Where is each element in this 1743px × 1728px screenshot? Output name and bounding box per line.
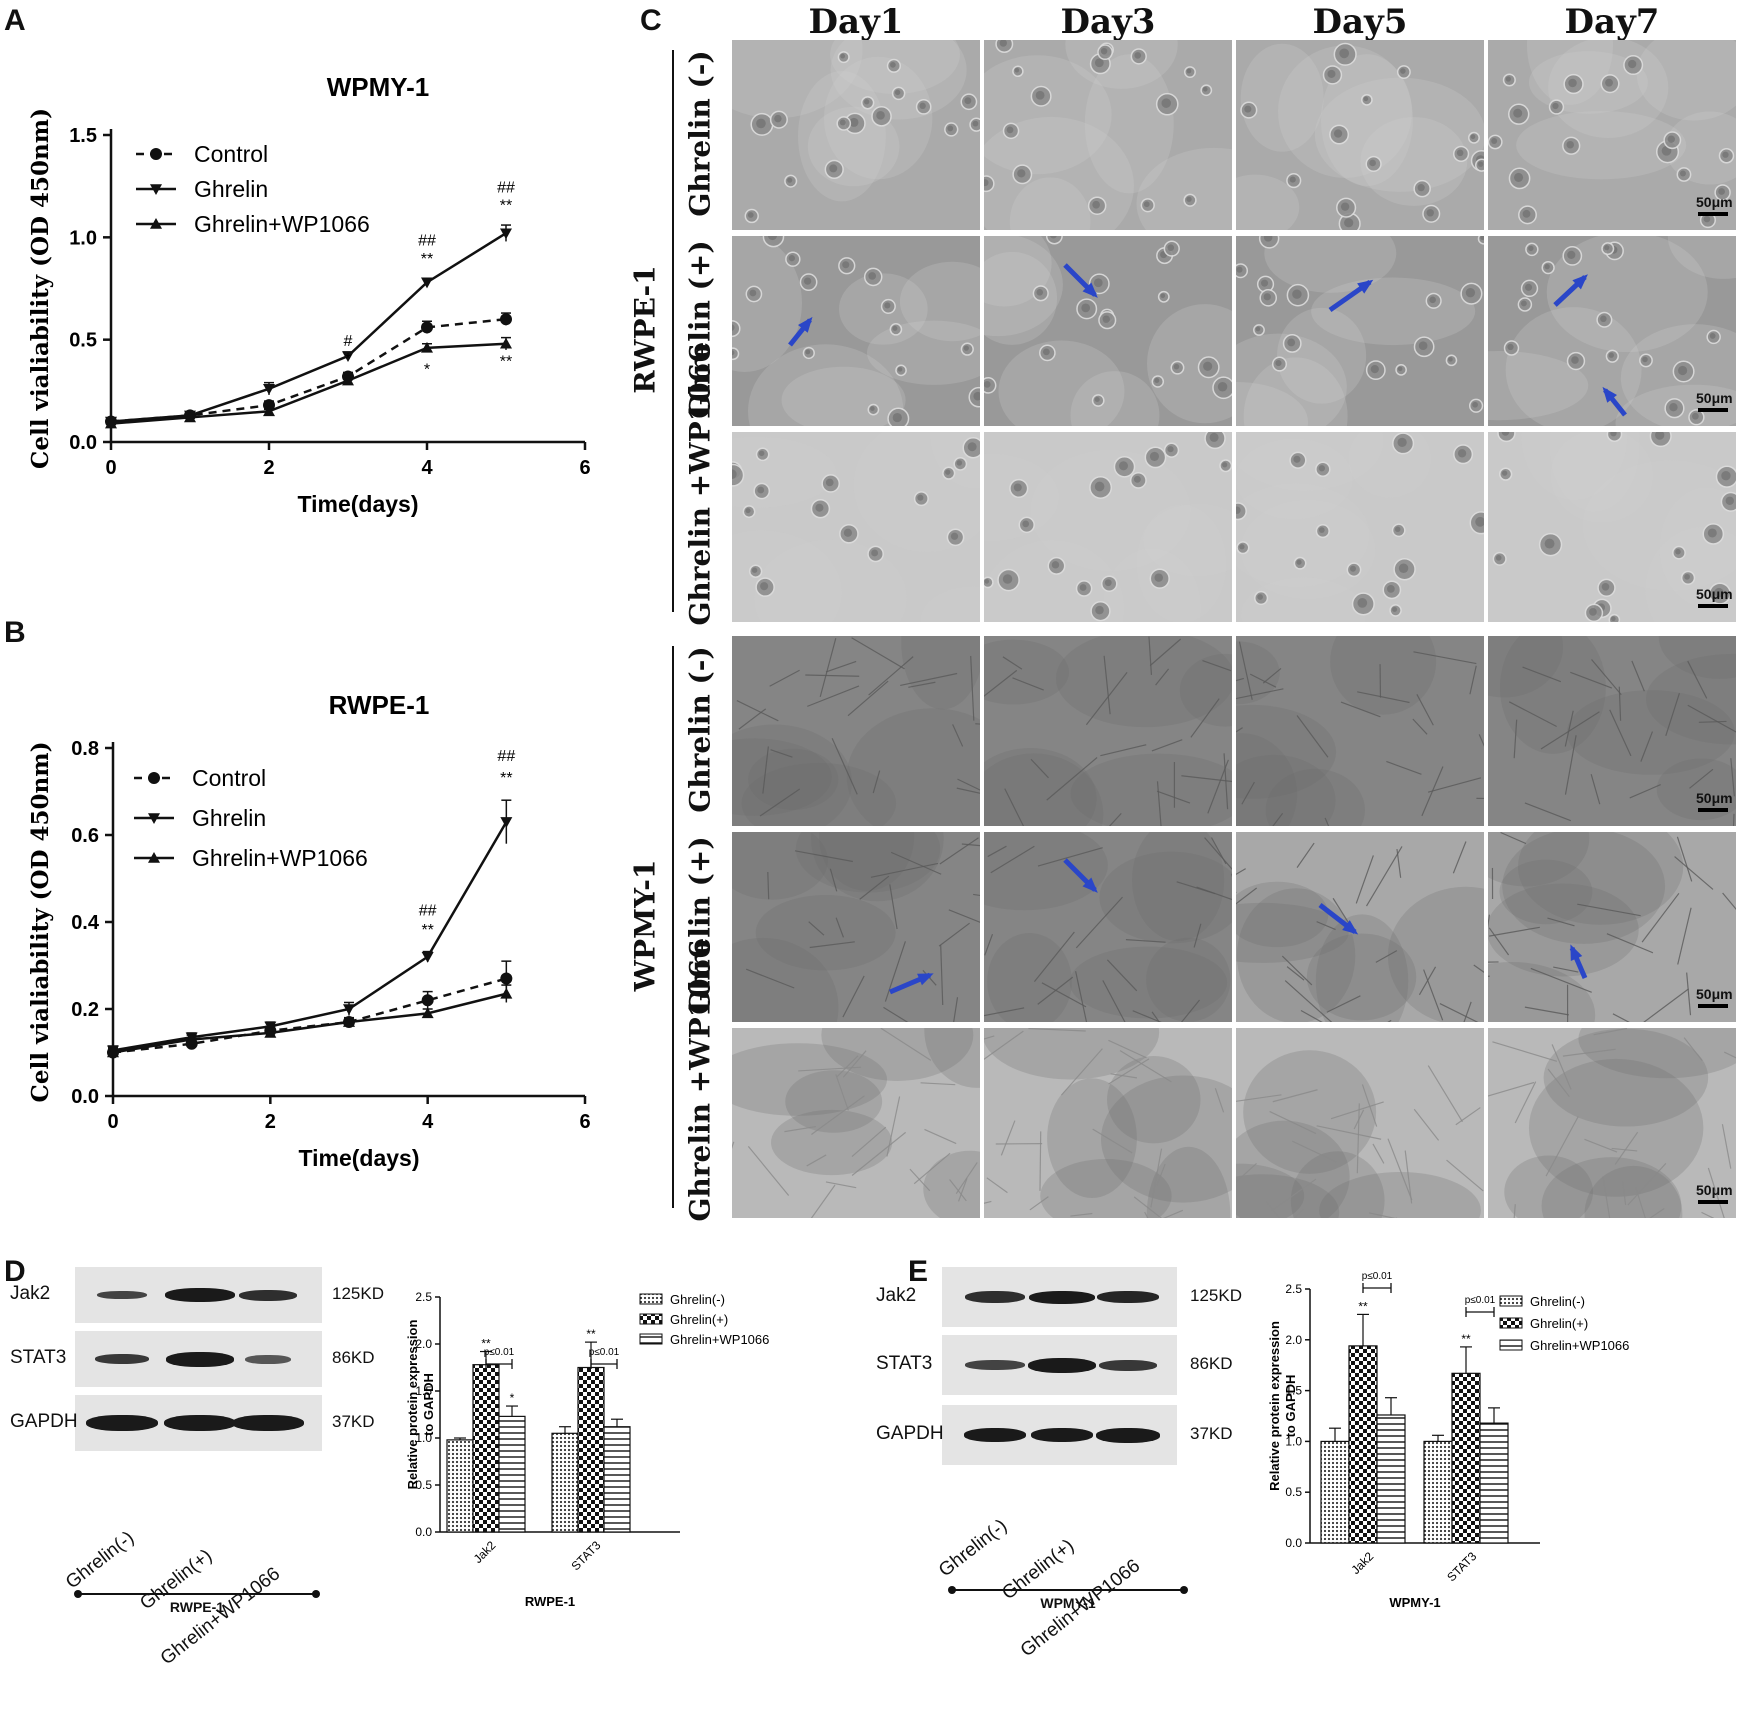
micrograph	[732, 1028, 980, 1218]
legend-swatch	[640, 1314, 662, 1324]
cell-line-label: WPMY-1	[1008, 1595, 1128, 1611]
legend-swatch	[640, 1334, 662, 1344]
y-axis-label-2: to GAPDH	[421, 1373, 436, 1436]
legend-swatch	[1500, 1318, 1522, 1328]
y-tick-label: 0.5	[1285, 1485, 1302, 1499]
bracket-end	[1180, 1586, 1188, 1594]
micrograph	[1236, 1028, 1484, 1218]
y-tick-label: 2.5	[1285, 1282, 1302, 1296]
bar	[1377, 1415, 1405, 1543]
y-axis-label: Relative protein expression	[405, 1320, 420, 1490]
legend-label: Ghrelin(-)	[670, 1292, 725, 1307]
protein-label: Jak2	[876, 1285, 916, 1307]
blot-band	[965, 1291, 1025, 1303]
legend-swatch	[1500, 1340, 1522, 1350]
legend-label: Ghrelin+WP1066	[670, 1332, 769, 1347]
category-label: Jak2	[471, 1538, 499, 1566]
p-value-label: p≤0.01	[484, 1347, 515, 1358]
legend-label: Ghrelin(+)	[1530, 1316, 1588, 1331]
cell-line-bracket	[78, 1593, 316, 1595]
protein-label: GAPDH	[10, 1411, 78, 1433]
row-label: Ghrelin +WP1066	[684, 1022, 717, 1222]
p-value-label: p≤0.01	[589, 1347, 620, 1358]
molecular-weight-label: 125KD	[1190, 1286, 1242, 1306]
blot-band	[1096, 1428, 1160, 1443]
bar	[604, 1427, 630, 1532]
y-axis-label: Relative protein expression	[1267, 1321, 1282, 1491]
micrograph	[984, 1028, 1232, 1218]
blot-band	[1029, 1291, 1095, 1304]
y-axis-label-2: to GAPDH	[1283, 1375, 1298, 1438]
blot-band	[1097, 1291, 1159, 1303]
blot-band	[165, 1288, 235, 1302]
blot-band	[964, 1428, 1026, 1442]
protein-label: STAT3	[876, 1353, 932, 1375]
group-bracket	[672, 646, 674, 1208]
y-tick-label: 0.0	[415, 1525, 432, 1539]
blot-band	[86, 1415, 158, 1431]
cell-line-label: RWPE-1	[137, 1599, 257, 1615]
bar	[447, 1440, 473, 1532]
y-tick-label: 2.0	[1285, 1333, 1302, 1347]
blot-band	[164, 1415, 236, 1431]
p-value-label: p≤0.01	[1465, 1295, 1496, 1306]
bar	[578, 1368, 604, 1533]
molecular-weight-label: 125KD	[332, 1284, 384, 1304]
blot-band	[239, 1290, 297, 1301]
molecular-weight-label: 86KD	[332, 1348, 375, 1368]
molecular-weight-label: 37KD	[1190, 1424, 1233, 1444]
bar	[1321, 1441, 1349, 1543]
category-label: STAT3	[568, 1538, 603, 1573]
significance-mark: **	[1461, 1332, 1471, 1346]
blot-band	[97, 1291, 147, 1299]
bracket-end	[312, 1590, 320, 1598]
blot-band	[1028, 1358, 1096, 1373]
blot-band	[232, 1415, 304, 1431]
blot-band	[965, 1360, 1025, 1370]
bar	[499, 1416, 525, 1532]
bar	[1349, 1346, 1377, 1543]
cell-line-bracket	[952, 1589, 1184, 1591]
bar	[552, 1433, 578, 1532]
x-axis-label: RWPE-1	[525, 1594, 575, 1609]
blot-band	[166, 1352, 234, 1367]
significance-mark: **	[586, 1327, 596, 1341]
protein-label: STAT3	[10, 1347, 66, 1369]
significance-mark: **	[1358, 1299, 1368, 1313]
x-axis-label: WPMY-1	[1389, 1595, 1440, 1610]
y-tick-label: 0.0	[1285, 1536, 1302, 1550]
bar	[1424, 1441, 1452, 1543]
legend-swatch	[640, 1294, 662, 1304]
legend-label: Ghrelin(-)	[1530, 1294, 1585, 1309]
bracket-end	[74, 1590, 82, 1598]
p-value-label: p≤0.01	[1362, 1271, 1393, 1282]
blot-band	[1031, 1428, 1093, 1442]
blot-band	[95, 1354, 149, 1364]
category-label: Jak2	[1348, 1549, 1376, 1577]
blot-band	[245, 1355, 291, 1364]
bracket-end	[948, 1586, 956, 1594]
protein-label: GAPDH	[876, 1423, 944, 1445]
significance-mark: *	[510, 1391, 515, 1405]
legend-label: Ghrelin+WP1066	[1530, 1338, 1629, 1353]
bar	[1480, 1423, 1508, 1543]
category-label: STAT3	[1444, 1549, 1479, 1584]
group-label: WPMY-1	[629, 826, 662, 1026]
molecular-weight-label: 37KD	[332, 1412, 375, 1432]
blot-band	[1099, 1360, 1157, 1371]
protein-label: Jak2	[10, 1283, 50, 1305]
legend-label: Ghrelin(+)	[670, 1312, 728, 1327]
legend-swatch	[1500, 1296, 1522, 1306]
bar	[473, 1365, 499, 1532]
bar	[1452, 1373, 1480, 1543]
scale-bar-label: 50μm	[1696, 1182, 1733, 1198]
y-tick-label: 2.5	[415, 1290, 432, 1304]
molecular-weight-label: 86KD	[1190, 1354, 1233, 1374]
